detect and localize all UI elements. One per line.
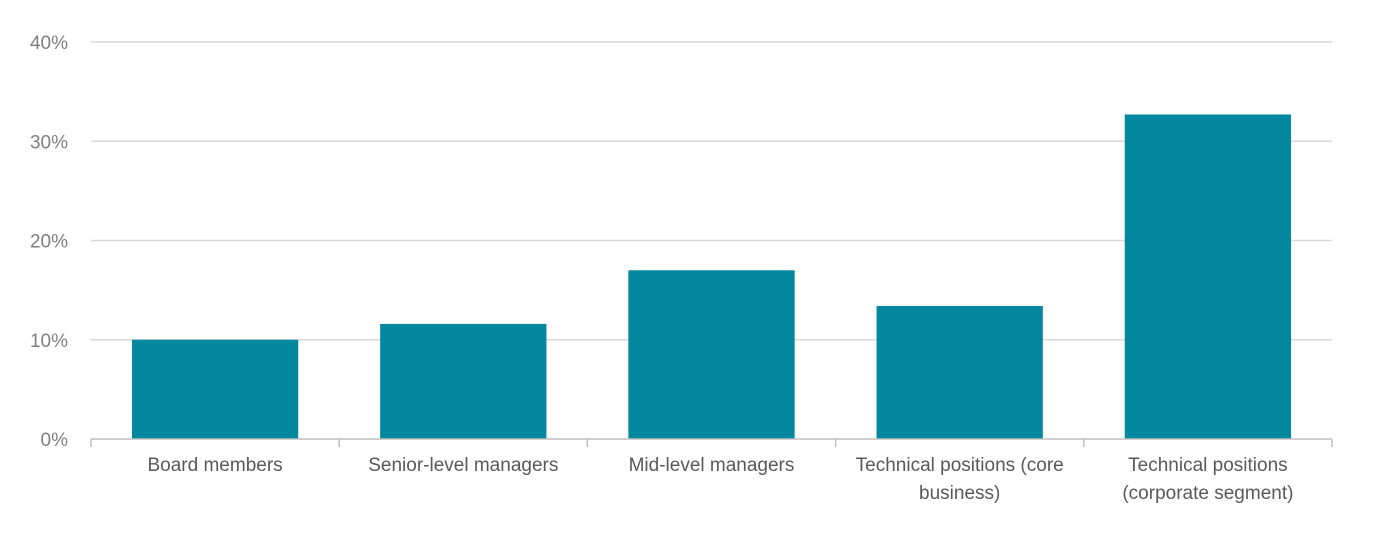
category-label: Technical positions (corporate segment) (1122, 455, 1293, 504)
y-tick-label: 30% (30, 132, 68, 153)
y-axis-labels: 0% 10% 20% 30% 40% (30, 33, 68, 451)
category-label: Technical positions (core business) (856, 455, 1064, 504)
bars (131, 114, 1292, 439)
bar (628, 270, 795, 439)
y-tick-label: 0% (41, 430, 69, 451)
bar (1124, 114, 1292, 439)
y-tick-label: 40% (30, 33, 68, 54)
y-tick-label: 20% (30, 232, 68, 253)
x-axis-labels: Board members Senior-level managers Mid-le… (148, 455, 1294, 504)
bar (380, 323, 547, 439)
category-label: Senior-level managers (368, 455, 558, 476)
bar (876, 306, 1043, 439)
category-label: Mid-level managers (629, 455, 795, 476)
x-axis (90, 438, 1333, 447)
category-label: Board members (148, 455, 283, 476)
bar (131, 339, 299, 439)
y-tick-label: 10% (30, 331, 68, 352)
